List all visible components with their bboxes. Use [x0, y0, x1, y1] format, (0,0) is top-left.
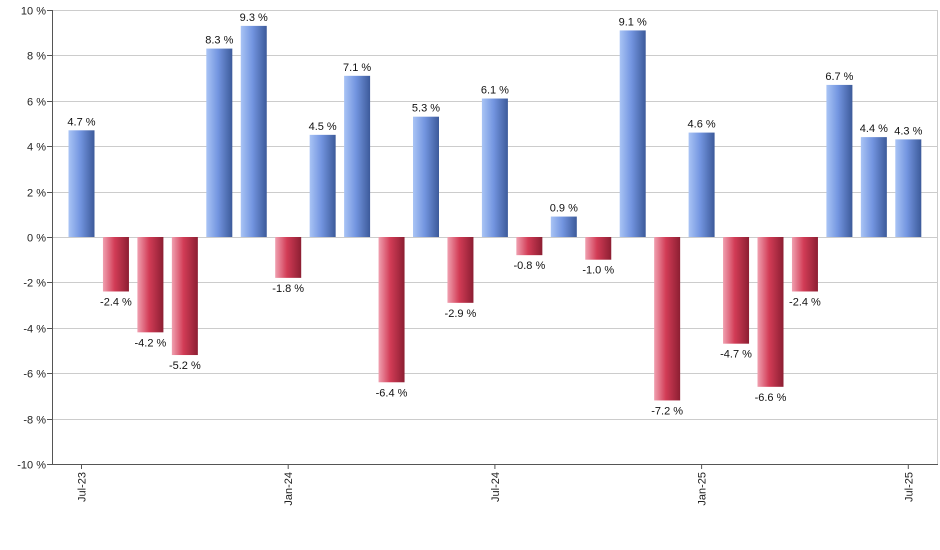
x-tick-label: Jul-24 — [490, 472, 502, 502]
bar-Oct-23 — [171, 237, 198, 356]
bar-Apr-24 — [378, 237, 405, 383]
data-label: 9.3 % — [240, 12, 268, 24]
data-label: 0.9 % — [550, 203, 578, 215]
y-tick-label: 6 % — [27, 97, 46, 109]
bar-Apr-25 — [791, 237, 818, 292]
bar-Oct-24 — [585, 237, 612, 260]
bars — [68, 25, 922, 401]
bar-Jun-25 — [860, 137, 887, 237]
y-tick-label: -2 % — [23, 278, 46, 290]
data-label: 6.1 % — [481, 85, 509, 97]
data-label: -7.2 % — [651, 405, 683, 417]
y-tick-label: -4 % — [23, 324, 46, 336]
data-label: -6.6 % — [755, 392, 787, 404]
bar-Dec-23 — [240, 25, 267, 237]
data-label: -2.9 % — [445, 308, 477, 320]
data-label: 9.1 % — [619, 16, 647, 28]
bar-Jan-24 — [275, 237, 302, 278]
y-tick-label: 10 % — [21, 6, 46, 18]
y-axis-ticks: -10 % -8 % -6 % -4 % -2 % 0 % 2 % 4 % 6 % 8 % 10 % — [17, 6, 52, 472]
x-axis-ticks: Jul-23 Jan-24 Jul-24 Jan-25 Jul-25 — [77, 464, 915, 506]
data-label: 4.7 % — [67, 116, 95, 128]
data-label: -1.0 % — [582, 265, 614, 277]
data-label: -4.2 % — [135, 337, 167, 349]
bar-Mar-24 — [344, 75, 371, 237]
y-tick-label: 4 % — [27, 142, 46, 154]
bar-Jan-25 — [688, 132, 715, 237]
y-tick-label: 0 % — [27, 233, 46, 245]
bar-Feb-24 — [309, 134, 336, 237]
bar-Dec-24 — [654, 237, 681, 401]
data-label: 5.3 % — [412, 103, 440, 115]
data-label: -6.4 % — [376, 387, 408, 399]
bar-Nov-24 — [619, 30, 646, 238]
data-label: 4.3 % — [894, 125, 922, 137]
bar-May-25 — [826, 84, 853, 237]
x-tick-label: Jul-23 — [77, 472, 89, 502]
data-label: 4.4 % — [860, 123, 888, 135]
data-label: 7.1 % — [343, 62, 371, 74]
x-tick-label: Jan-25 — [697, 472, 709, 506]
bar-Feb-25 — [723, 237, 750, 344]
data-label: 4.6 % — [688, 119, 716, 131]
bar-Aug-24 — [516, 237, 543, 256]
bar-Jul-24 — [481, 98, 508, 237]
data-label: 4.5 % — [309, 121, 337, 133]
bar-Mar-25 — [757, 237, 784, 387]
data-label: 8.3 % — [205, 35, 233, 47]
data-label: -2.4 % — [100, 296, 132, 308]
bar-Nov-23 — [206, 48, 233, 238]
bar-Jul-23 — [68, 130, 95, 237]
x-tick-label: Jul-25 — [903, 472, 915, 502]
bar-Jun-24 — [447, 237, 474, 303]
data-label: 6.7 % — [825, 71, 853, 83]
bar-Aug-23 — [102, 237, 129, 292]
y-tick-label: 2 % — [27, 188, 46, 200]
y-tick-label: -6 % — [23, 369, 46, 381]
data-labels: 4.7 % -2.4 % -4.2 %-5.2 % 8.3 % 9.3 % -1.8 % 4… — [67, 12, 922, 418]
y-tick-label: 8 % — [27, 51, 46, 63]
data-label: -5.2 % — [169, 360, 201, 372]
data-label: -0.8 % — [513, 260, 545, 272]
bar-Sep-23 — [137, 237, 164, 333]
y-tick-label: -8 % — [23, 415, 46, 427]
data-label: -4.7 % — [720, 349, 752, 361]
bar-May-24 — [413, 116, 439, 237]
bar-Jul-25 — [895, 139, 922, 237]
data-label: -1.8 % — [272, 283, 304, 295]
bar-Sep-24 — [550, 216, 577, 237]
x-tick-label: Jan-24 — [283, 472, 295, 506]
data-label: -2.4 % — [789, 296, 821, 308]
y-tick-label: -10 % — [17, 460, 46, 472]
